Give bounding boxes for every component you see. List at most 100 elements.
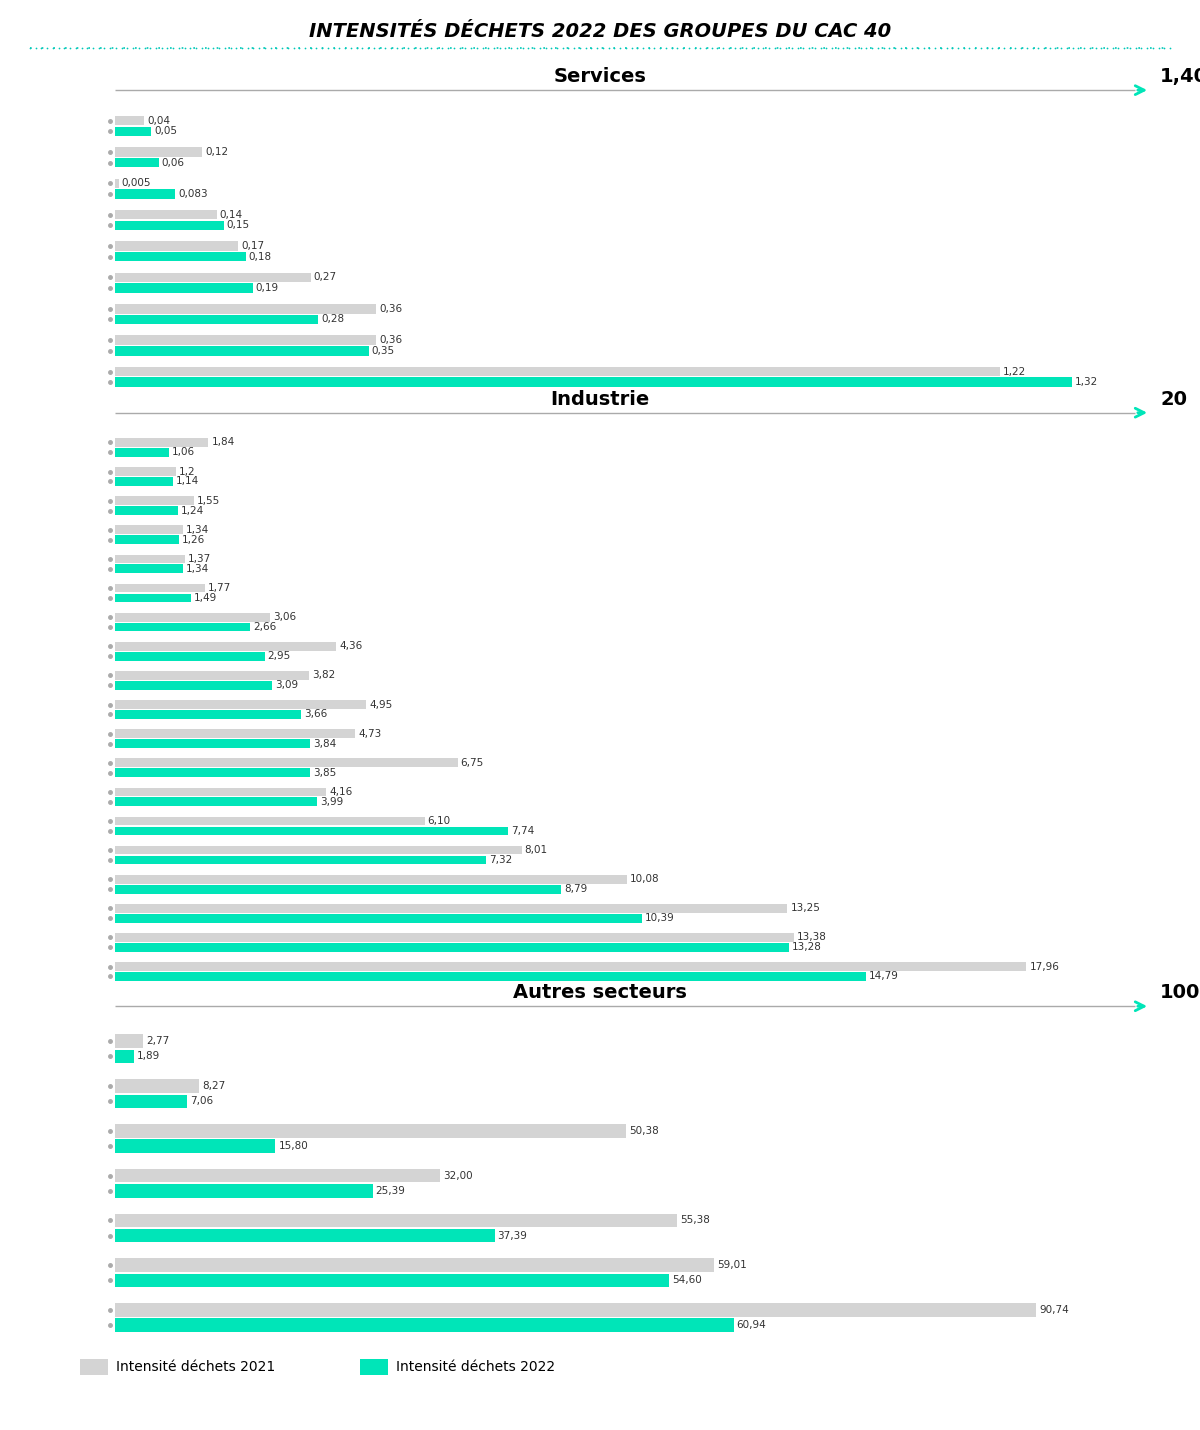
Bar [115,652,265,661]
Text: 10,39: 10,39 [646,914,676,924]
Text: 8,79: 8,79 [564,884,587,894]
Bar [115,283,253,293]
Text: 0,15: 0,15 [227,220,250,230]
Text: Intensité déchets 2021: Intensité déchets 2021 [116,1360,275,1374]
Bar [115,1214,677,1227]
Text: 1,89: 1,89 [137,1051,161,1061]
Bar [115,827,508,835]
Text: 0,14: 0,14 [220,210,242,220]
Bar [115,468,176,476]
Text: 17,96: 17,96 [1030,961,1060,971]
Text: 1,2: 1,2 [179,466,196,476]
Bar [115,242,239,250]
Bar [115,273,311,282]
Bar [115,1034,143,1048]
Text: 13,25: 13,25 [791,904,821,914]
Bar [115,315,318,325]
Text: 1,77: 1,77 [208,583,232,593]
Text: 4,73: 4,73 [358,729,382,739]
Text: 1,06: 1,06 [172,448,194,458]
Text: 32,00: 32,00 [443,1171,473,1181]
Bar [115,671,308,679]
Text: 0,083: 0,083 [178,189,208,199]
Bar [115,681,272,689]
Text: 0,04: 0,04 [148,116,170,126]
Text: 1,26: 1,26 [182,535,205,545]
Bar [115,1303,1036,1317]
Bar [115,914,642,922]
Bar [115,1318,733,1331]
Bar [115,1168,440,1183]
Text: 0,28: 0,28 [322,315,344,325]
Text: Industrie: Industrie [551,390,649,409]
Bar [115,845,522,855]
Bar [115,535,179,543]
Text: 90,74: 90,74 [1039,1306,1069,1316]
Text: 0,18: 0,18 [248,252,271,262]
Text: 0,005: 0,005 [121,179,151,189]
Bar [115,622,250,632]
Text: 7,06: 7,06 [190,1097,212,1107]
Text: Intensité déchets 2022: Intensité déchets 2022 [396,1360,556,1374]
Text: 6,10: 6,10 [427,817,451,827]
Text: 0,36: 0,36 [379,303,402,313]
Bar [115,525,184,535]
Bar [115,346,368,356]
Bar [115,817,425,825]
Bar [115,478,173,486]
Text: Autres secteurs: Autres secteurs [514,984,686,1002]
Text: 1,22: 1,22 [1002,366,1026,376]
Text: 20: 20 [1160,390,1187,409]
Bar [115,438,209,446]
Text: 4,16: 4,16 [329,787,353,797]
Text: 10,08: 10,08 [630,874,659,884]
Text: 1,34: 1,34 [186,563,209,573]
Bar [115,506,178,515]
Bar [115,962,1026,971]
Bar [115,116,144,126]
Text: 0,05: 0,05 [155,126,178,136]
Text: 6,75: 6,75 [461,758,484,768]
Text: 14,79: 14,79 [869,971,899,981]
Bar [115,336,376,345]
Text: 25,39: 25,39 [376,1185,406,1195]
Text: 7,32: 7,32 [490,855,512,865]
Bar [115,378,1072,388]
Bar [115,942,788,952]
Text: 0,36: 0,36 [379,335,402,345]
Bar [360,1358,388,1376]
Text: 55,38: 55,38 [680,1216,710,1226]
Text: 13,28: 13,28 [792,942,822,952]
Bar [115,701,366,709]
Text: 4,95: 4,95 [370,699,392,709]
Bar [115,855,486,864]
Bar [115,972,865,981]
Text: 1,55: 1,55 [197,496,220,506]
Bar [115,1140,275,1153]
Bar [115,252,246,262]
Text: 3,82: 3,82 [312,671,335,681]
Text: 8,27: 8,27 [202,1081,226,1091]
Bar [115,1258,714,1271]
Text: 3,99: 3,99 [320,797,343,807]
Text: INTENSITÉS DÉCHETS 2022 DES GROUPES DU CAC 40: INTENSITÉS DÉCHETS 2022 DES GROUPES DU C… [308,21,892,41]
Text: 1,84: 1,84 [211,438,235,448]
Text: 1,32: 1,32 [1075,378,1098,388]
Text: 50,38: 50,38 [629,1125,659,1135]
Bar [80,1358,108,1376]
Text: 1,14: 1,14 [176,476,199,486]
Text: 13,38: 13,38 [797,932,827,942]
Bar [115,179,119,189]
Bar [115,1050,134,1062]
Text: 3,84: 3,84 [313,738,336,748]
Bar [115,210,216,219]
Text: 2,77: 2,77 [146,1037,169,1047]
Bar [115,711,301,719]
Text: 3,06: 3,06 [274,612,296,622]
Bar [115,729,355,738]
Bar [115,875,626,884]
Bar [115,1228,494,1243]
Bar [115,583,205,592]
Text: 0,27: 0,27 [313,273,337,283]
Bar [115,739,310,748]
